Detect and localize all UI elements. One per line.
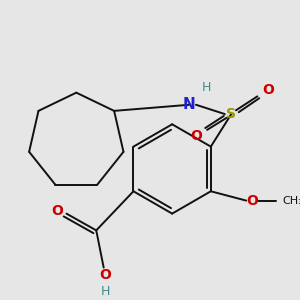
Text: H: H bbox=[101, 285, 110, 298]
Text: O: O bbox=[100, 268, 112, 282]
Text: O: O bbox=[262, 83, 274, 97]
Text: N: N bbox=[183, 97, 196, 112]
Text: S: S bbox=[226, 107, 236, 121]
Text: CH₃: CH₃ bbox=[282, 196, 300, 206]
Text: O: O bbox=[51, 204, 63, 218]
Text: O: O bbox=[246, 194, 258, 208]
Text: O: O bbox=[190, 129, 202, 143]
Text: H: H bbox=[202, 82, 211, 94]
